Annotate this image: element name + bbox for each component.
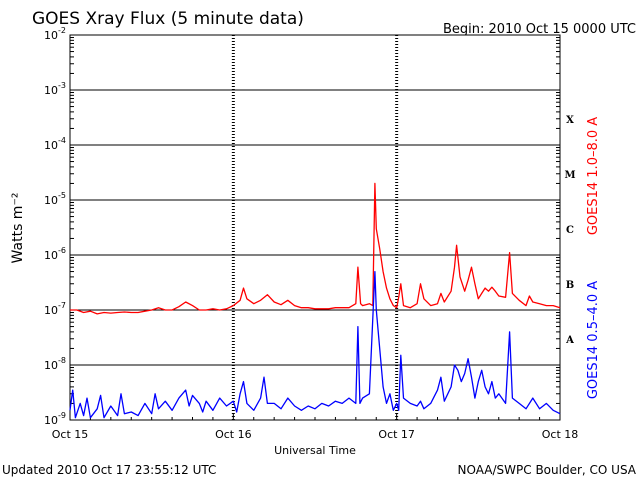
y-tick-label: 10-7: [44, 301, 66, 317]
flare-class-label: X: [566, 115, 574, 126]
y-tick-label: 10-9: [44, 411, 66, 427]
y-tick-label: 10-8: [44, 356, 66, 372]
y-tick-label: 10-5: [44, 191, 66, 207]
y-tick-label: 10-2: [44, 26, 66, 42]
y-axis-label: Watts m⁻²: [10, 193, 26, 264]
flare-class-label: C: [566, 225, 574, 236]
flare-class-label: B: [566, 280, 574, 291]
grid-lines: [70, 35, 560, 420]
begin-time: Begin: 2010 Oct 15 0000 UTC: [443, 22, 636, 37]
flare-class-label: A: [565, 335, 574, 346]
y-tick-label: 10-6: [44, 246, 66, 262]
x-tick-label: Oct 16: [215, 428, 252, 441]
x-tick-label: Oct 15: [52, 428, 89, 441]
minor-tick-marks: [69, 37, 561, 420]
x-tick-labels: Oct 15 Oct 16 Oct 17 Oct 18: [52, 428, 579, 441]
chart-title: GOES Xray Flux (5 minute data): [32, 9, 304, 29]
y-tick-labels: 10-9 10-8 10-7 10-6 10-5 10-4 10-3 10-2: [44, 26, 66, 427]
flare-class-label: M: [564, 170, 575, 181]
series-long-channel-line: [70, 182, 561, 315]
series-layer: [69, 182, 561, 419]
y-tick-label: 10-4: [44, 136, 66, 152]
flare-class-labels: X M C B A: [564, 115, 575, 346]
y-tick-label: 10-3: [44, 81, 66, 97]
updated-timestamp: Updated 2010 Oct 17 23:55:12 UTC: [2, 463, 216, 477]
x-axis-label: Universal Time: [274, 444, 356, 457]
x-tick-label: Oct 18: [542, 428, 579, 441]
legend-long-channel: GOES14 1.0–8.0 A: [586, 117, 601, 235]
x-tick-label: Oct 17: [378, 428, 415, 441]
plot-area: [69, 34, 561, 421]
data-credit: NOAA/SWPC Boulder, CO USA: [458, 463, 637, 477]
series-short-channel-line: [69, 270, 561, 419]
legend-short-channel: GOES14 0.5–4.0 A: [586, 281, 601, 399]
